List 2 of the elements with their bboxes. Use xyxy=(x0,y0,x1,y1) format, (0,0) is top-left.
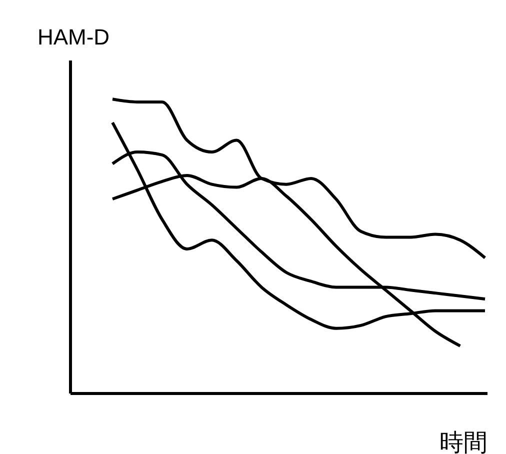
x-axis-title: 時間 xyxy=(440,430,488,454)
y-axis-title: HAM-D xyxy=(37,24,110,50)
